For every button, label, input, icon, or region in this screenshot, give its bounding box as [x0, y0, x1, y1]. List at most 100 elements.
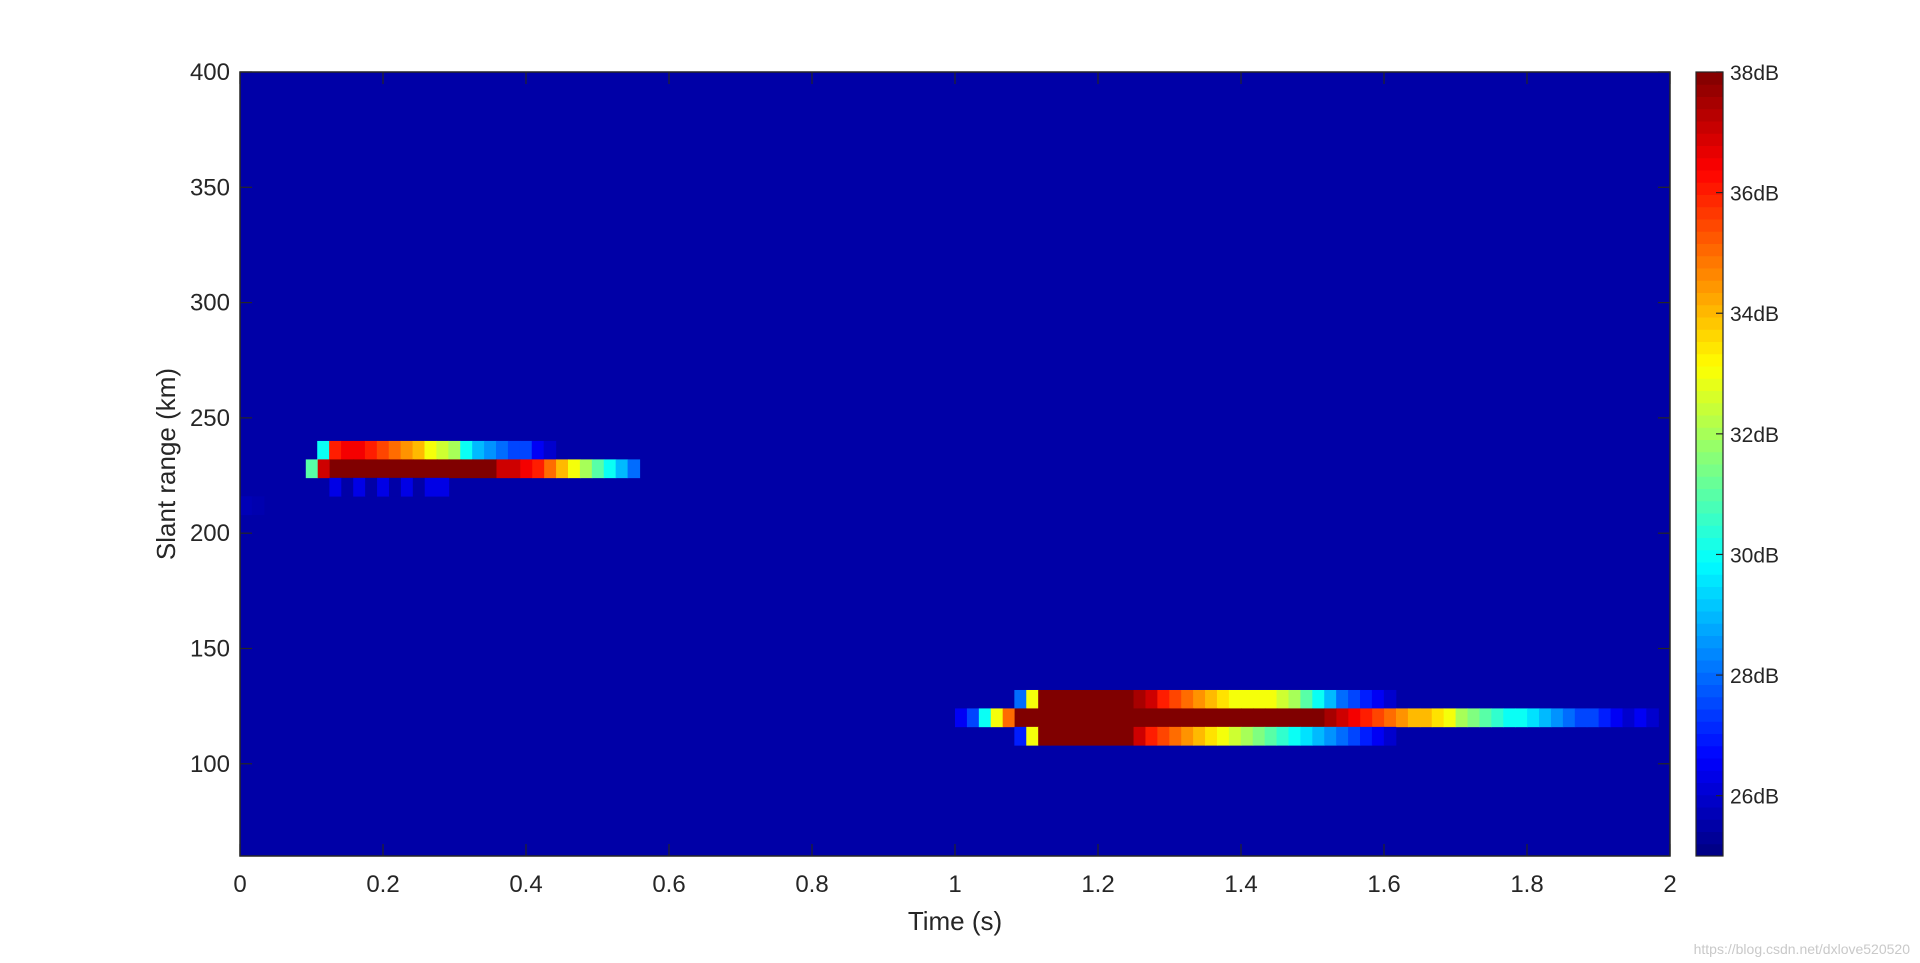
target-2-cell: [1455, 708, 1469, 728]
target-2-cell: [1360, 708, 1373, 728]
y-tick-label: 150: [190, 635, 230, 662]
y-tick-labels: 100 150 200 250 300 350 400: [190, 59, 230, 778]
target-1-cell: [568, 459, 581, 479]
target-2-cell: [1384, 708, 1397, 728]
target-2-cell: [1491, 708, 1504, 728]
target-2-cell: [1014, 708, 1028, 728]
y-tick-label: 100: [190, 751, 230, 778]
colorbar-segment: [1696, 525, 1723, 538]
target-1-cell: [400, 477, 414, 497]
target-2-cell: [1646, 708, 1659, 728]
target-2-cell: [1228, 726, 1242, 746]
target-2-cell: [1121, 689, 1135, 709]
target-2-cell: [1038, 726, 1051, 746]
target-1-cell: [365, 477, 378, 497]
colorbar-segment: [1696, 488, 1723, 502]
target-2-cell: [1264, 689, 1278, 709]
heatmap-cells: [240, 440, 1659, 746]
target-1-cell: [329, 477, 342, 497]
target-2-cell: [1443, 708, 1457, 728]
colorbar-segment: [1696, 476, 1723, 489]
target-2-cell: [1598, 708, 1612, 728]
target-2-cell: [978, 708, 992, 728]
target-1-cell: [341, 459, 355, 479]
colorbar: [1695, 71, 1724, 857]
target-1-cell: [305, 459, 319, 479]
target-1-cell: [412, 440, 426, 460]
target-2-cell: [1193, 689, 1206, 709]
target-1-cell: [579, 459, 593, 479]
target-2-cell: [1336, 689, 1349, 709]
target-2-cell: [1527, 708, 1540, 728]
target-1-cell: [317, 459, 331, 479]
x-tick-label: 0.6: [652, 871, 685, 898]
target-2-cell: [1371, 726, 1385, 746]
target-2-cell: [1634, 708, 1647, 728]
colorbar-segment: [1696, 709, 1723, 722]
target-2-cell: [1300, 689, 1313, 709]
target-2-cell: [1336, 708, 1349, 728]
colorbar-segment: [1696, 317, 1723, 330]
target-2-cell: [1073, 726, 1087, 746]
target-1-cell: [436, 440, 449, 460]
colorbar-segment: [1696, 733, 1723, 747]
target-2-cell: [1348, 689, 1361, 709]
colorbar-segment: [1696, 121, 1723, 134]
target-1-cell: [496, 459, 509, 479]
x-tick-label: 1.8: [1510, 871, 1543, 898]
target-2-cell: [1050, 726, 1063, 746]
target-1-cell: [591, 459, 605, 479]
target-2-cell: [1252, 708, 1266, 728]
target-2-cell: [1586, 708, 1600, 728]
target-1-cell: [531, 440, 545, 460]
target-2-cell: [1276, 689, 1290, 709]
target-2-cell: [1383, 689, 1397, 709]
target-2-cell: [1145, 708, 1159, 728]
colorbar-segment: [1696, 427, 1723, 440]
target-2-cell: [1562, 708, 1576, 728]
target-1-cell: [603, 459, 617, 479]
colorbar-segment: [1696, 72, 1723, 85]
target-2-cell: [1371, 689, 1385, 709]
colorbar-tick-label: 26dB: [1730, 786, 1779, 809]
colorbar-segment: [1696, 464, 1723, 477]
colorbar-segment: [1696, 243, 1723, 257]
target-2-cell: [1145, 726, 1158, 746]
target-2-cell: [1240, 689, 1254, 709]
colorbar-tick-label: 38dB: [1730, 62, 1779, 85]
target-2-cell: [1324, 708, 1338, 728]
x-tick-labels: 0 0.2 0.4 0.6 0.8 1 1.2 1.4 1.6 1.8 2: [233, 871, 1676, 898]
target-1-cell: [424, 440, 438, 460]
x-tick-label: 1.6: [1367, 871, 1400, 898]
target-2-cell: [1026, 708, 1040, 728]
target-2-cell: [955, 708, 968, 728]
x-tick-label: 0: [233, 871, 246, 898]
target-2-cell: [990, 708, 1004, 728]
target-1-cell: [556, 459, 569, 479]
target-2-cell: [1467, 708, 1481, 728]
target-1-cell: [251, 496, 265, 516]
axis-ticks: [239, 71, 1671, 856]
colorbar-segment: [1696, 635, 1723, 649]
colorbar-tick-labels: 26dB 28dB 30dB 32dB 34dB 36dB 38dB: [1730, 62, 1779, 809]
target-2-cell: [1169, 689, 1182, 709]
target-1-cell: [532, 459, 545, 479]
colorbar-segment: [1696, 500, 1723, 514]
target-1-cell: [413, 459, 426, 479]
colorbar-segment: [1696, 329, 1723, 342]
target-2-cell: [1241, 708, 1254, 728]
target-2-cell: [1407, 708, 1421, 728]
colorbar-segment: [1696, 96, 1723, 110]
colorbar-segment: [1696, 549, 1723, 563]
target-2-cell: [1193, 708, 1206, 728]
target-2-cell: [1205, 689, 1218, 709]
x-axis-label: Time (s): [908, 906, 1002, 936]
target-2-cell: [1264, 726, 1278, 746]
target-2-cell: [1085, 726, 1099, 746]
colorbar-segment: [1696, 794, 1723, 808]
target-2-cell: [1312, 708, 1326, 728]
target-2-cell: [1240, 726, 1254, 746]
colorbar-segment: [1696, 819, 1723, 832]
target-1-cell: [472, 459, 486, 479]
target-1-cell: [341, 440, 354, 460]
